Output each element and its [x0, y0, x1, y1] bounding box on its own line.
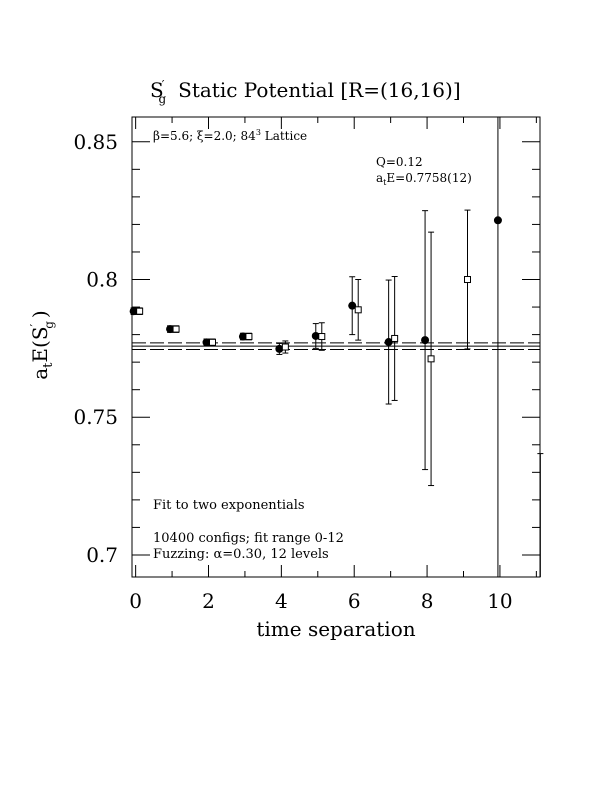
- configs-annotation: 10400 configs; fit range 0-12: [153, 531, 344, 546]
- data-point-square: [464, 276, 471, 284]
- x-tick-label: 8: [421, 589, 434, 613]
- fuzzing-annotation: Fuzzing: α=0.30, 12 levels: [153, 547, 329, 562]
- x-tick-label: 10: [487, 589, 512, 613]
- chart-title: S′ g Static Potential [R=(16,16)]: [150, 78, 461, 106]
- y-tick-label: 0.8: [86, 268, 118, 292]
- data-point-square: [209, 338, 216, 346]
- title-subscript: g: [158, 92, 166, 106]
- x-tick-label: 4: [275, 589, 288, 613]
- fit-type-annotation: Fit to two exponentials: [153, 498, 305, 513]
- y-tick-label: 0.85: [73, 130, 118, 154]
- data-point-circle: [311, 331, 320, 340]
- q-annotation: Q=0.12: [376, 155, 423, 169]
- title-symbol: S: [150, 78, 164, 102]
- title-text: Static Potential [R=(16,16)]: [178, 78, 461, 102]
- data-point-square: [281, 343, 289, 351]
- data-point-circle: [202, 338, 211, 347]
- data-point-circle: [166, 325, 175, 334]
- lattice-annotation: β=5.6; ξ=2.0; 843 Lattice: [153, 128, 307, 143]
- fit-value-annotation: atE=0.7758(12): [376, 171, 472, 187]
- data-point-square: [136, 307, 144, 315]
- data-point-square: [391, 334, 399, 342]
- data-point-square: [427, 355, 435, 363]
- y-axis-label: atE(S′g): [28, 310, 56, 380]
- data-point-circle: [384, 338, 393, 347]
- y-tick-label: 0.7: [86, 543, 118, 567]
- x-tick-label: 6: [348, 589, 361, 613]
- data-point-square: [354, 306, 362, 314]
- axis-ticks: 0 2 4 6 8 10 0.7 0.75 0.8 0.85: [73, 117, 540, 613]
- data-point-circle: [129, 307, 138, 316]
- data-point-square: [318, 333, 326, 341]
- data-point-circle: [493, 216, 502, 225]
- x-axis-label: time separation: [256, 617, 415, 641]
- data-point-circle: [275, 344, 284, 353]
- data-point-square: [172, 325, 180, 333]
- data-point-circle: [238, 332, 247, 341]
- fit-band: [132, 342, 540, 350]
- x-tick-label: 0: [129, 589, 142, 613]
- data-point-circle: [421, 336, 430, 345]
- data-point-circle: [348, 301, 357, 310]
- data-points: [129, 117, 544, 577]
- data-point-square: [245, 333, 253, 341]
- y-tick-label: 0.75: [73, 405, 118, 429]
- x-tick-label: 2: [202, 589, 215, 613]
- plot-frame: [131, 116, 541, 578]
